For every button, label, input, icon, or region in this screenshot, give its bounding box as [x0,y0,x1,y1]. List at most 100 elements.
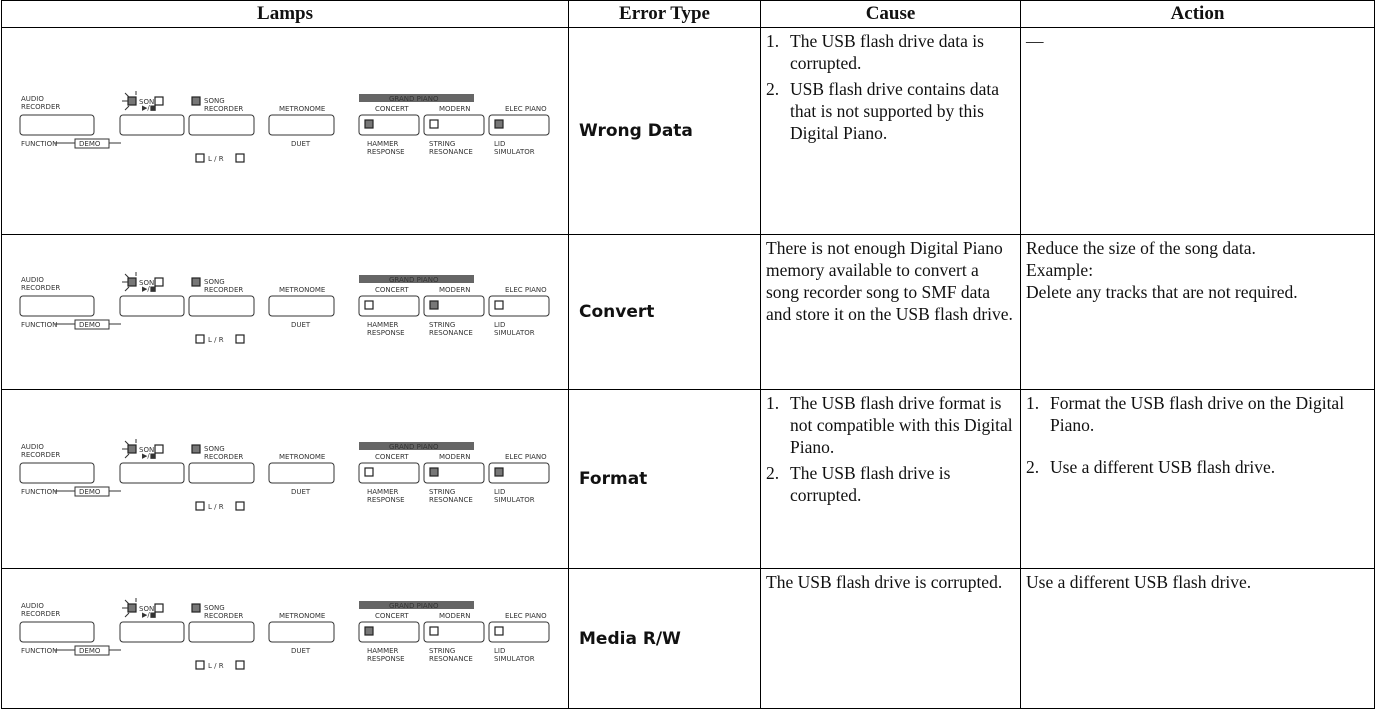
panel-label: HAMMER [367,647,399,655]
lamp [493,466,504,477]
button [119,114,184,135]
lamp [234,660,245,670]
action-cell: 1. Format the USB flash drive on the Digi… [1020,389,1375,569]
button [358,462,419,483]
blink-ray [124,105,129,110]
list-text: The USB flash drive data is corrupted. [790,31,984,73]
panel-label: ELEC PIANO [505,612,547,620]
panel-label: SIMULATOR [494,148,535,156]
lamp [234,152,245,163]
button [268,621,334,643]
list-text: Format the USB flash drive on the Digita… [1050,393,1345,435]
panel-label: MODERN [439,286,470,294]
panel-label: ELEC PIANO [505,286,547,294]
panel-label: RESPONSE [367,496,405,504]
panel-label: DEMO [79,321,101,329]
group-bar [358,441,474,450]
lamp [234,333,245,344]
lamps-cell: AUDIO RECORDER FUNCTION DEMO SONG ▶/■ SONG RECO… [1,27,569,235]
panel-label: STRING [429,488,455,496]
panel-label: MODERN [439,105,470,113]
panel-label: SIMULATOR [494,329,535,337]
panel-label: AUDIO [21,95,44,103]
lamp [126,276,137,287]
panel-label: ▶/■ [142,285,156,293]
blink-ray [124,92,129,97]
panel-label: RESPONSE [367,148,405,156]
header-cell: Lamps [1,0,569,28]
panel-label: RESONANCE [429,655,473,663]
panel-label: SONG [139,98,160,106]
button [268,114,334,135]
panel-label: SONG [139,605,160,613]
list-text: Use a different USB flash drive. [1050,457,1276,477]
action-cell: — [1020,27,1375,235]
button [19,462,94,483]
lamp [428,299,439,310]
panel-label: RESPONSE [367,329,405,337]
panel-label: ELEC PIANO [505,453,547,461]
panel-label: DUET [291,140,311,148]
button [119,621,184,643]
lamps-cell: AUDIO RECORDER FUNCTION DEMO SONG ▶/■ SONG RECO… [1,568,569,709]
group-bar [358,274,474,283]
blink-ray [124,612,129,618]
list-item: 2. Use a different USB flash drive. [1026,456,1369,478]
button [423,114,484,135]
lamps-cell: AUDIO RECORDER FUNCTION DEMO SONG ▶/■ SONG RECO… [1,234,569,390]
button [488,621,549,643]
panel-label: FUNCTION [21,647,57,655]
line: There is not enough Digital Piano memory… [766,238,1013,324]
error-type: Media R/W [568,568,761,709]
panel-label: RECORDER [21,610,60,618]
lamp [190,603,201,613]
panel-label: DUET [291,488,311,496]
lamp [153,276,164,287]
panel-label: DEMO [79,140,101,148]
panel-label: MODERN [439,612,470,620]
lamps-cell: AUDIO RECORDER FUNCTION DEMO SONG ▶/■ SONG RECO… [1,389,569,569]
panel-label: METRONOME [279,286,325,294]
panel-label: RECORDER [21,284,60,292]
panel-label: METRONOME [279,612,325,620]
row: AUDIO RECORDER FUNCTION DEMO SONG ▶/■ SONG RECO… [1,389,1375,569]
panel-label: ELEC PIANO [505,105,547,113]
panel-label: METRONOME [279,453,325,461]
line: Example: [1026,260,1094,280]
lamp [190,95,201,106]
panel-label: HAMMER [367,488,399,496]
lamp [234,500,245,511]
action-cell: Use a different USB flash drive. [1020,568,1375,709]
button [19,295,94,316]
panel-label: RECORDER [204,612,243,620]
list-item: 1. The USB flash drive data is corrupted. [766,30,1015,74]
blink-ray [124,599,129,605]
demo-box [74,138,109,148]
lamp [428,626,439,636]
list-marker: 1. [1026,393,1040,413]
button [423,295,484,316]
panel-label: LID [494,321,505,329]
panel-label: GRAND PIANO [389,602,439,610]
panel-label: STRING [429,140,455,148]
list-text: USB flash drive contains data that is no… [790,79,999,143]
group-bar [358,601,474,609]
panel-label: SIMULATOR [494,655,535,663]
button [119,462,184,483]
panel-label: L / R [208,503,224,511]
lamp [194,152,205,163]
lamp [493,626,504,636]
header-cell: Cause [760,0,1021,28]
lamp [190,276,201,287]
panel-label: CONCERT [375,453,409,461]
blink-ray [124,453,129,458]
lamp [363,299,374,310]
panel-label: DEMO [79,488,101,496]
line: Delete any tracks that are not required. [1026,282,1298,302]
panel-label: DEMO [79,647,101,655]
button [188,621,254,643]
list-marker: 1. [766,393,780,413]
panel-label: RECORDER [204,286,243,294]
